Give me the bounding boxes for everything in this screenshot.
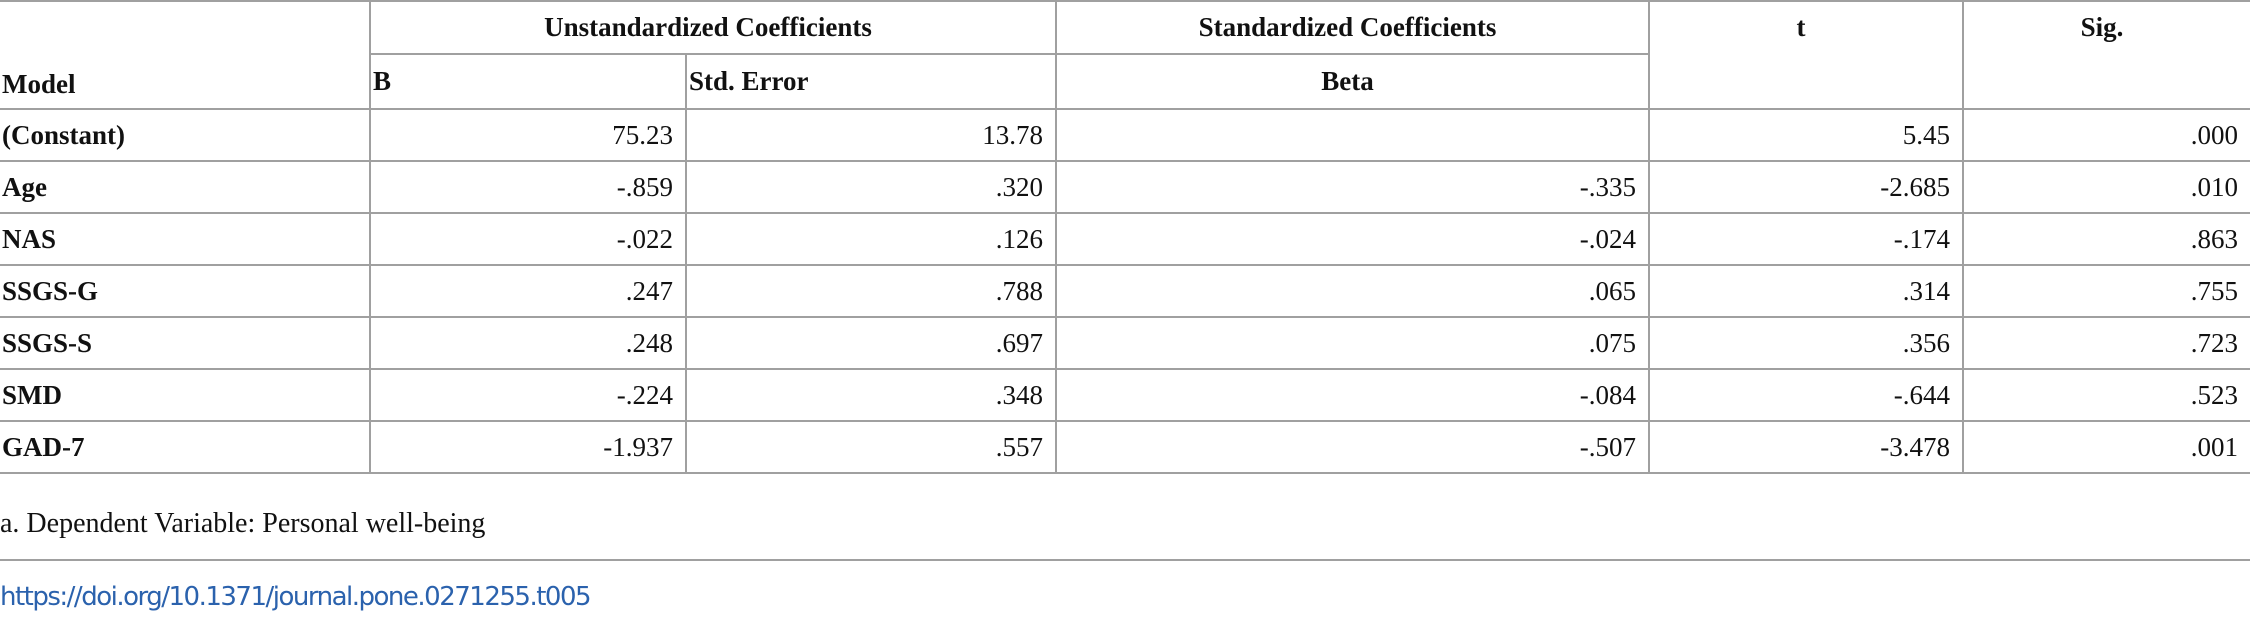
row-label: SMD [0, 368, 371, 422]
cell: .557 [684, 420, 1058, 474]
cell: -.084 [1055, 368, 1651, 422]
cell: .788 [684, 264, 1058, 318]
header-sig: Sig. [1962, 0, 2250, 110]
header-beta: Beta [1055, 53, 1650, 110]
cell: .356 [1648, 316, 1965, 370]
cell: -.174 [1648, 212, 1965, 266]
cell: -.644 [1648, 368, 1965, 422]
cell [1055, 108, 1651, 162]
row-label: Age [0, 160, 371, 214]
cell: .075 [1055, 316, 1651, 370]
table-row: SSGS-G .247.788.065.314.755 [0, 264, 2250, 318]
doi-link[interactable]: https://doi.org/10.1371/journal.pone.027… [0, 582, 592, 612]
table-row: SSGS-S .248.697.075.356.723 [0, 316, 2250, 370]
header-model: Model [0, 0, 371, 110]
table-row: Age -.859.320 -.335 -2.685.010 [0, 160, 2250, 214]
cell: -.224 [369, 368, 687, 422]
cell: .755 [1962, 264, 2250, 318]
table-row: SMD -.224.348 -.084 -.644.523 [0, 368, 2250, 422]
footnote: a. Dependent Variable: Personal well-bei… [0, 508, 486, 539]
row-label: SSGS-G [0, 264, 371, 318]
cell: .248 [369, 316, 687, 370]
header-std-error: Std. Error [684, 53, 1058, 110]
coefficients-table: Model Unstandardized Coefficients Standa… [0, 0, 2250, 474]
cell: -3.478 [1648, 420, 1965, 474]
cell: 13.78 [684, 108, 1058, 162]
cell: .126 [684, 212, 1058, 266]
cell: -.024 [1055, 212, 1651, 266]
row-label: GAD-7 [0, 420, 371, 474]
row-label: NAS [0, 212, 371, 266]
cell: .247 [369, 264, 687, 318]
cell: .723 [1962, 316, 2250, 370]
table-row: NAS -.022.126 -.024 -.174.863 [0, 212, 2250, 266]
cell: .320 [684, 160, 1058, 214]
cell: -1.937 [369, 420, 687, 474]
cell: .065 [1055, 264, 1651, 318]
cell: .000 [1962, 108, 2250, 162]
table-body: (Constant) 75.23 13.78 5.45.000 Age -.859.320… [0, 108, 2250, 474]
table-row: (Constant) 75.23 13.78 5.45.000 [0, 108, 2250, 162]
cell: .314 [1648, 264, 1965, 318]
cell: .010 [1962, 160, 2250, 214]
cell: -.507 [1055, 420, 1651, 474]
cell: 75.23 [369, 108, 687, 162]
row-label: (Constant) [0, 108, 371, 162]
cell: -.022 [369, 212, 687, 266]
header-t: t [1648, 0, 1965, 110]
cell: .863 [1962, 212, 2250, 266]
cell: .001 [1962, 420, 2250, 474]
cell: -2.685 [1648, 160, 1965, 214]
cell: .523 [1962, 368, 2250, 422]
cell: .348 [684, 368, 1058, 422]
header-b: B [370, 53, 687, 110]
header-group: Unstandardized Coefficients [368, 0, 1058, 55]
cell: -.335 [1055, 160, 1651, 214]
cell: -.859 [369, 160, 687, 214]
row-label: SSGS-S [0, 316, 371, 370]
cell: .697 [684, 316, 1058, 370]
header-group: Standardized Coefficients [1055, 0, 1651, 55]
cell: 5.45 [1648, 108, 1965, 162]
table-row: GAD-7 -1.937.557 -.507 -3.478.001 [0, 420, 2250, 474]
rule [0, 559, 2250, 561]
